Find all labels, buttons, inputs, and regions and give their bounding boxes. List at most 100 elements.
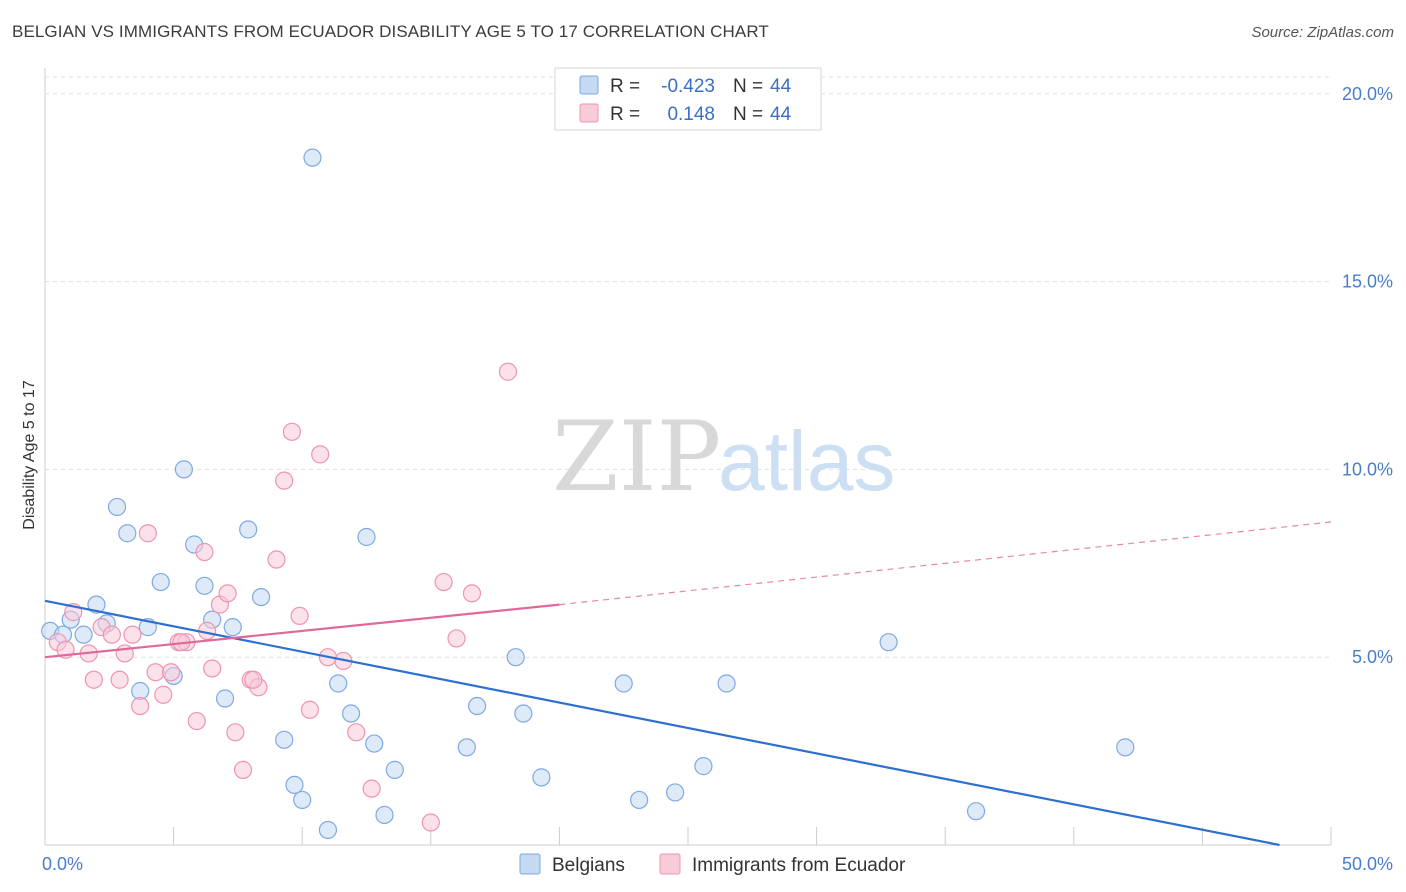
point-belgians-37 [666, 783, 685, 802]
point-ecuador-35 [362, 779, 381, 798]
point-ecuador-39 [462, 584, 482, 603]
point-belgians-31 [467, 696, 487, 716]
stats-r-label-belgians: R = [610, 76, 640, 97]
point-belgians-42 [1116, 738, 1135, 757]
point-ecuador-22 [226, 723, 245, 742]
data-points [41, 148, 1135, 840]
point-belgians-18 [239, 520, 258, 539]
point-ecuador-21 [218, 584, 237, 603]
point-ecuador-14 [161, 663, 181, 682]
point-ecuador-12 [146, 663, 165, 682]
point-belgians-38 [694, 757, 713, 776]
y-tick-label-2: 15.0% [1342, 272, 1393, 292]
stats-r-label-ecuador: R = [610, 104, 640, 125]
y-tick-label-1: 10.0% [1342, 459, 1393, 479]
point-belgians-28 [375, 805, 394, 825]
trendline-2 [559, 521, 1332, 606]
stats-swatch-belgians [579, 75, 599, 95]
point-belgians-4 [87, 595, 106, 614]
legend-swatch-belgians [519, 853, 541, 875]
point-belgians-30 [457, 738, 476, 757]
tick-labels: 5.0% 10.0% 15.0% 20.0% 0.0% 50.0% [42, 84, 1393, 874]
point-ecuador-28 [282, 422, 302, 441]
y-tick-label-0: 5.0% [1352, 647, 1393, 667]
point-ecuador-9 [123, 625, 142, 644]
stats-r-value-belgians: -0.423 [661, 76, 715, 97]
point-belgians-22 [293, 790, 312, 810]
point-belgians-27 [365, 734, 384, 753]
x-tick-label-0: 0.0% [42, 854, 83, 874]
stats-n-label-belgians: N = [733, 76, 763, 97]
point-ecuador-10 [131, 696, 150, 716]
stats-box: R = -0.423 N = 44 R = 0.148 N = 44 [554, 67, 822, 131]
point-ecuador-6 [102, 625, 121, 644]
point-belgians-32 [506, 648, 525, 667]
y-tick-label-3: 20.0% [1342, 84, 1393, 104]
point-ecuador-19 [203, 659, 222, 678]
point-ecuador-31 [311, 445, 330, 464]
point-belgians-21 [285, 775, 304, 795]
legend-label-ecuador: Immigrants from Ecuador [692, 855, 906, 876]
point-belgians-16 [215, 689, 235, 708]
legend-swatch-ecuador [659, 853, 681, 875]
point-ecuador-13 [154, 685, 173, 704]
point-belgians-23 [303, 148, 322, 167]
point-ecuador-30 [300, 700, 320, 719]
point-ecuador-26 [267, 550, 286, 569]
point-ecuador-38 [447, 629, 466, 648]
trendline-0 [44, 599, 1280, 847]
point-ecuador-29 [290, 606, 309, 625]
watermark-atlas: atlas [718, 414, 895, 508]
point-ecuador-34 [347, 723, 366, 742]
point-belgians-6 [107, 497, 127, 517]
point-ecuador-11 [138, 524, 157, 543]
stats-n-value-belgians: 44 [770, 76, 792, 97]
point-belgians-36 [630, 790, 649, 810]
legend-label-belgians: Belgians [552, 855, 625, 876]
point-belgians-34 [532, 768, 551, 787]
source-label: Source: ZipAtlas.com [1251, 24, 1394, 41]
point-belgians-29 [385, 760, 404, 779]
point-ecuador-37 [434, 572, 453, 592]
point-ecuador-36 [421, 813, 440, 832]
x-tick-label-1: 50.0% [1342, 854, 1393, 874]
point-ecuador-23 [233, 760, 253, 779]
point-ecuador-7 [110, 670, 129, 689]
point-ecuador-17 [187, 711, 206, 731]
trend-lines [44, 521, 1332, 847]
point-belgians-26 [357, 527, 376, 547]
point-belgians-35 [614, 674, 633, 693]
point-belgians-20 [275, 730, 294, 749]
watermark-zip: ZIP [552, 401, 721, 513]
stats-swatch-ecuador [579, 103, 599, 123]
point-belgians-40 [879, 633, 898, 652]
trendline-1 [44, 603, 560, 659]
point-belgians-19 [251, 587, 271, 607]
point-ecuador-27 [275, 471, 294, 490]
axes [44, 68, 1332, 846]
point-belgians-12 [174, 460, 193, 479]
point-ecuador-41 [244, 670, 263, 689]
stats-n-value-ecuador: 44 [770, 104, 792, 125]
grid-lines [45, 76, 1331, 658]
y-axis-title: Disability Age 5 to 17 [21, 380, 38, 530]
point-belgians-25 [341, 704, 361, 723]
legend: Belgians Immigrants from Ecuador [519, 853, 906, 876]
point-belgians-10 [151, 572, 170, 592]
point-belgians-39 [717, 674, 736, 693]
point-ecuador-18 [195, 542, 214, 562]
point-belgians-43 [329, 674, 348, 693]
point-belgians-33 [514, 704, 533, 723]
point-ecuador-4 [84, 670, 103, 689]
point-belgians-3 [74, 625, 93, 644]
stats-n-label-ecuador: N = [733, 104, 763, 125]
point-belgians-41 [966, 802, 986, 821]
point-belgians-17 [223, 618, 242, 637]
stats-box-frame [554, 67, 822, 131]
point-belgians-7 [118, 524, 137, 543]
stats-r-value-ecuador: 0.148 [667, 104, 715, 125]
watermark: ZIP atlas [552, 401, 895, 513]
point-belgians-24 [318, 820, 338, 840]
point-ecuador-40 [498, 362, 518, 381]
